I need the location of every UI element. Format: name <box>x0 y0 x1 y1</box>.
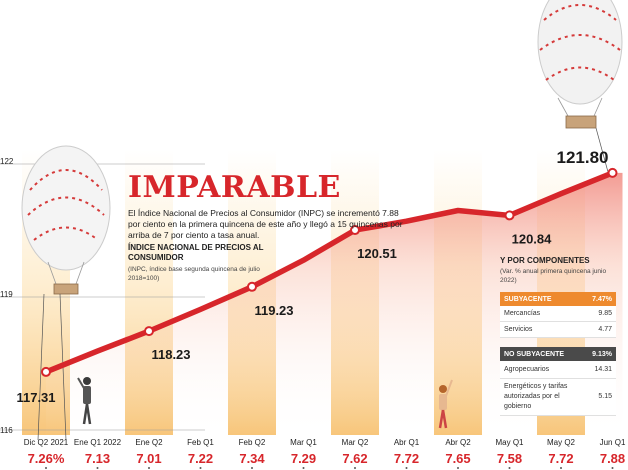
annual-pct-label: 7.29 <box>291 451 316 466</box>
no-subyacente-label: NO SUBYACENTE <box>504 350 565 358</box>
row-label: Mercancías <box>504 310 541 317</box>
x-tick-label: Mar Q1 <box>290 438 317 447</box>
annual-pct-label: 7.72 <box>548 451 573 466</box>
x-tick-label: Ene Q1 2022 <box>74 438 122 447</box>
x-tick-label: Abr Q2 <box>445 438 471 447</box>
annual-pct-label: 7.34 <box>239 451 265 466</box>
series-line-inpc <box>43 170 616 375</box>
row-value: 4.77 <box>598 326 612 333</box>
x-tick-mark <box>251 467 253 469</box>
annual-pct-label: 7.58 <box>497 451 522 466</box>
x-tick-label: Abr Q1 <box>394 438 420 447</box>
person-waving-icon <box>438 379 453 429</box>
row-label: Energéticos y tarifas autorizadas por el… <box>504 383 568 410</box>
headline-title: IMPARABLE <box>128 170 341 205</box>
data-value-label: 118.23 <box>151 347 190 362</box>
data-value-label: 117.31 <box>16 390 55 405</box>
hot-air-balloon-left-icon <box>21 145 111 441</box>
x-tick-label: Feb Q1 <box>187 438 214 447</box>
subyacente-table: SUBYACENTE 7.47% Mercancías 9.85 Servici… <box>500 292 616 338</box>
annual-pct-label: 7.65 <box>445 451 470 466</box>
data-point <box>41 366 51 377</box>
y-tick-label: 116 <box>0 426 13 435</box>
x-tick-mark <box>611 467 614 469</box>
x-tick-mark <box>508 467 511 469</box>
x-tick-mark <box>302 467 305 469</box>
hot-air-balloon-right-icon <box>537 0 623 173</box>
no-subyacente-table: NO SUBYACENTE 9.13% Agropecuarios 14.31 … <box>500 347 616 416</box>
annual-pct-label: 7.01 <box>136 451 161 466</box>
x-tick-label: Mar Q2 <box>342 438 369 447</box>
table-row: Energéticos y tarifas autorizadas por el… <box>500 379 616 416</box>
no-subyacente-header: NO SUBYACENTE 9.13% <box>500 347 616 361</box>
annual-pct-label: 7.62 <box>342 451 367 466</box>
person-pulling-rope-icon <box>77 377 92 425</box>
x-tick-label: Dic Q2 2021 <box>24 438 69 447</box>
no-subyacente-value: 9.13% <box>592 350 612 358</box>
area-fill <box>46 172 623 440</box>
chart-note: (INPC, índice base segunda quincena de j… <box>128 266 260 282</box>
y-tick-label: 119 <box>0 290 13 299</box>
annual-pct-label: 7.13 <box>85 451 110 466</box>
row-value: 5.15 <box>598 393 612 400</box>
y-tick-label: 122 <box>0 157 14 166</box>
subyacente-value: 7.47% <box>592 295 612 303</box>
x-tick-mark <box>148 467 150 469</box>
row-value: 14.31 <box>594 366 612 373</box>
table-row: Agropecuarios 14.31 <box>500 361 616 379</box>
x-tick-mark <box>199 467 202 469</box>
data-point <box>247 281 257 292</box>
intro-paragraph: El Índice Nacional de Precios al Consumi… <box>128 208 403 240</box>
x-tick-label: Jun Q1 <box>600 438 626 447</box>
x-tick-mark <box>354 467 356 469</box>
x-tick-label: May Q1 <box>495 438 524 447</box>
x-tick-mark <box>45 467 47 469</box>
components-note: (Var. % anual primera quincena junio 202… <box>500 268 607 284</box>
data-point <box>350 225 360 236</box>
annual-pct-label: 7.22 <box>188 451 213 466</box>
x-tick-label: May Q2 <box>547 438 576 447</box>
x-tick-mark <box>560 467 562 469</box>
row-value: 9.85 <box>598 310 612 317</box>
data-value-label: 119.23 <box>254 303 293 318</box>
table-row: Servicios 4.77 <box>500 322 616 338</box>
annual-pct-label: 7.88 <box>600 451 625 466</box>
annual-pct-label: 7.72 <box>394 451 419 466</box>
data-point <box>144 326 154 337</box>
data-point <box>504 210 515 221</box>
x-tick-label: Feb Q2 <box>239 438 266 447</box>
data-value-label: 121.80 <box>557 148 609 167</box>
x-tick-mark <box>405 467 408 469</box>
x-tick-mark <box>96 467 99 469</box>
row-label: Servicios <box>504 326 533 333</box>
subyacente-header: SUBYACENTE 7.47% <box>500 292 616 306</box>
table-row: Mercancías 9.85 <box>500 306 616 322</box>
data-point <box>607 167 618 178</box>
components-title: Y POR COMPONENTES <box>500 256 590 265</box>
annual-pct-label: 7.26% <box>28 451 65 466</box>
data-value-label: 120.84 <box>512 231 553 246</box>
x-tick-mark <box>457 467 459 469</box>
row-label: Agropecuarios <box>504 366 550 373</box>
chart-subtitle: ÍNDICE NACIONAL DE PRECIOS AL CONSUMIDOR <box>128 243 264 262</box>
data-value-label: 120.51 <box>357 246 397 261</box>
subyacente-label: SUBYACENTE <box>504 295 552 303</box>
x-tick-label: Ene Q2 <box>135 438 163 447</box>
